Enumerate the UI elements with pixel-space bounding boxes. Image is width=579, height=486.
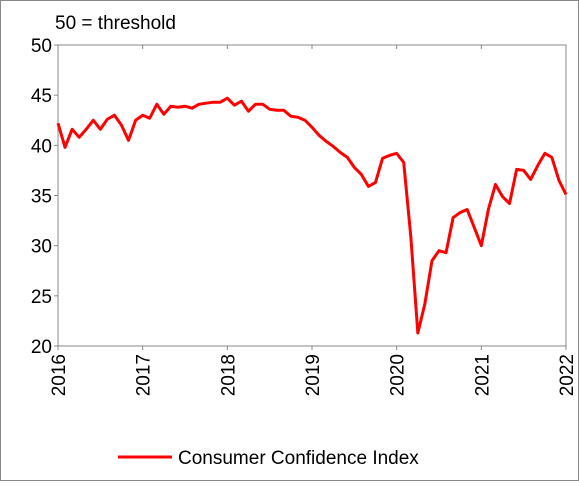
y-tick-label: 35 bbox=[31, 187, 52, 208]
y-tick-label: 30 bbox=[31, 237, 52, 258]
x-tick-label: 2020 bbox=[388, 354, 409, 396]
annotation: 50 = threshold bbox=[55, 13, 176, 34]
x-tick-label: 2021 bbox=[472, 354, 493, 396]
y-tick-label: 45 bbox=[31, 86, 52, 107]
y-tick-label: 20 bbox=[31, 337, 52, 358]
x-tick-label: 2017 bbox=[134, 354, 155, 396]
legend-label: Consumer Confidence Index bbox=[178, 448, 419, 469]
y-tick-label: 40 bbox=[31, 136, 52, 157]
x-tick-label: 2019 bbox=[303, 354, 324, 396]
y-tick-label: 25 bbox=[31, 287, 52, 308]
line bbox=[56, 96, 568, 335]
x-tick-label: 2016 bbox=[49, 354, 70, 396]
x-tick-label: 2018 bbox=[218, 354, 239, 396]
x-tick-label: 2022 bbox=[557, 354, 578, 396]
y-tick-label: 50 bbox=[31, 36, 52, 57]
